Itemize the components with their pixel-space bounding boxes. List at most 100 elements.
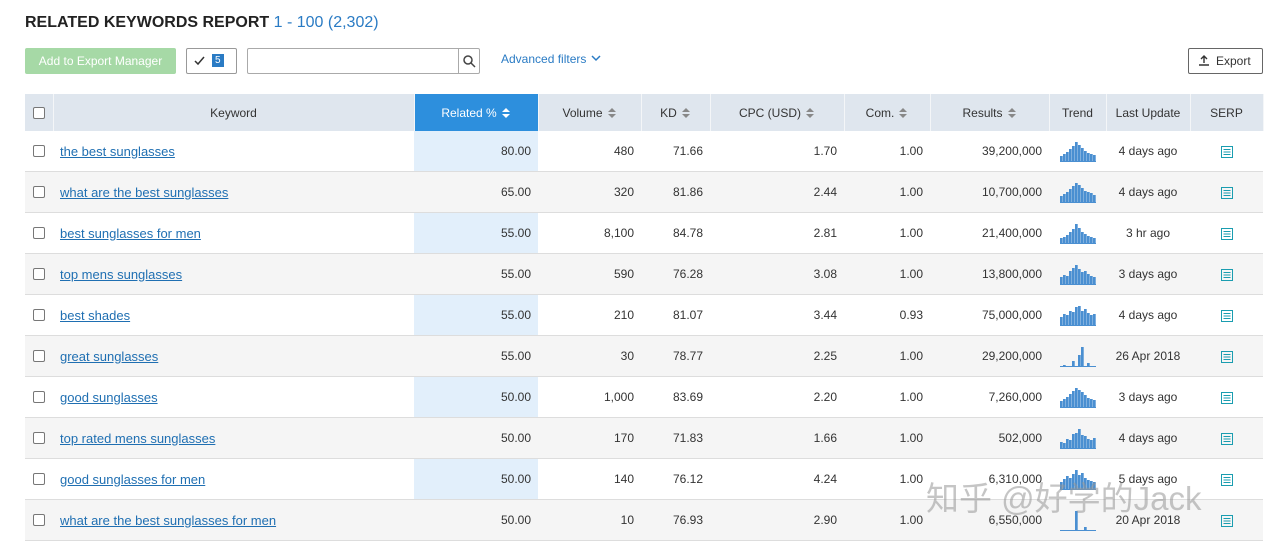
keyword-link[interactable]: the best sunglasses [60,143,175,159]
related: 50.00 [500,390,531,404]
serp-cell [1190,499,1263,541]
trend-bar [1074,265,1078,285]
kd-cell: 78.77 [641,335,710,377]
trend-chart [1059,142,1096,162]
select-cell [25,294,53,336]
results-cell: 6,550,000 [930,499,1049,541]
results: 502,000 [998,431,1042,445]
volume-cell: 320 [538,171,641,213]
export-button[interactable]: Export [1188,48,1263,74]
trend-cell [1049,294,1106,336]
table-row: great sunglasses 55.00 30 78.77 2.25 1.00 29,2… [25,335,1263,377]
results: 13,800,000 [981,267,1042,281]
serp-icon[interactable] [1220,145,1233,158]
serp-icon[interactable] [1220,227,1233,240]
last-update: 3 days ago [1118,390,1178,404]
trend-bar [1092,238,1096,244]
trend-bar [1074,511,1078,531]
checkbox[interactable] [33,432,45,444]
export-manager-button[interactable]: Add to Export Manager [25,48,176,74]
related-cell: 50.00 [414,458,538,500]
related-cell: 55.00 [414,212,538,254]
selected-button[interactable]: 5 [186,48,237,74]
serp-icon[interactable] [1220,473,1233,486]
checkbox[interactable] [32,106,45,119]
checkbox[interactable] [33,514,45,526]
search-box[interactable] [247,48,480,74]
keyword-link[interactable]: top mens sunglasses [60,266,183,282]
last-update: 3 hr ago [1125,226,1171,240]
keyword-link[interactable]: best shades [60,307,131,323]
checkbox[interactable] [33,391,45,403]
results: 7,260,000 [988,390,1042,404]
results-cell: 13,800,000 [930,253,1049,295]
keyword-link[interactable]: top rated mens sunglasses [60,430,216,446]
trend-bar [1059,482,1063,490]
trend-bar [1071,146,1075,162]
kd: 78.77 [672,349,703,363]
keyword-cell: good sunglasses for men [53,458,414,500]
checkbox[interactable] [33,309,45,321]
serp-icon[interactable] [1220,186,1233,199]
last-update-cell: 3 days ago [1106,376,1190,418]
trend-bar [1086,480,1090,490]
serp-icon[interactable] [1220,309,1233,322]
advanced-filters[interactable]: Advanced filters [501,52,602,66]
serp-icon[interactable] [1220,350,1233,363]
select-cell [25,131,53,172]
trend-cell [1049,376,1106,418]
cpc: 2.25 [813,349,837,363]
sort-up [681,108,690,113]
keyword-link[interactable]: great sunglasses [60,348,159,364]
related: 55.00 [500,226,531,240]
keyword-link[interactable]: good sunglasses [60,389,158,405]
sort-up [501,108,510,113]
trend-cell [1049,499,1106,541]
checkbox[interactable] [33,186,45,198]
checkbox[interactable] [33,145,45,157]
serp-frame [1220,309,1233,322]
checkbox[interactable] [33,227,45,239]
select-cell [25,417,53,459]
kd-cell: 81.07 [641,294,710,336]
keyword-link[interactable]: best sunglasses for men [60,225,201,241]
select-cell [25,458,53,500]
com: 1.00 [899,390,923,404]
checkbox[interactable] [33,268,45,280]
kd: 83.69 [672,390,703,404]
related: 55.00 [500,267,531,281]
trend-bar [1092,314,1096,326]
keyword-link[interactable]: what are the best sunglasses [60,184,229,200]
trend-chart [1059,470,1096,490]
keyword-link[interactable]: good sunglasses for men [60,471,206,487]
trend-bar [1092,438,1096,449]
com: 1.00 [899,472,923,486]
trend-bar [1068,189,1072,203]
serp-icon[interactable] [1220,268,1233,281]
serp-cell [1190,417,1263,459]
serp-frame [1220,145,1233,158]
serp-icon[interactable] [1220,514,1233,527]
check-icon [194,56,205,66]
serp-icon[interactable] [1220,432,1233,445]
trend-bar [1083,395,1087,408]
keyword-link[interactable]: what are the best sunglasses for men [60,512,277,528]
cpc: 4.24 [813,472,837,486]
column-label: Related % [441,105,497,120]
checkbox[interactable] [33,350,45,362]
keyword-cell: best sunglasses for men [53,212,414,254]
select-cell [25,171,53,213]
trend-bar [1086,439,1090,449]
header-select [25,94,54,131]
trend-bar [1062,314,1066,326]
com-cell: 1.00 [844,253,930,295]
last-update-cell: 4 days ago [1106,294,1190,336]
trend-bar [1077,390,1081,408]
column-header: SERP [1190,94,1264,131]
trend-bar [1080,311,1084,326]
serp-icon[interactable] [1220,391,1233,404]
checkbox[interactable] [33,473,45,485]
sort-down [1007,114,1016,119]
trend-chart [1059,429,1096,449]
search-icon[interactable] [458,49,479,73]
